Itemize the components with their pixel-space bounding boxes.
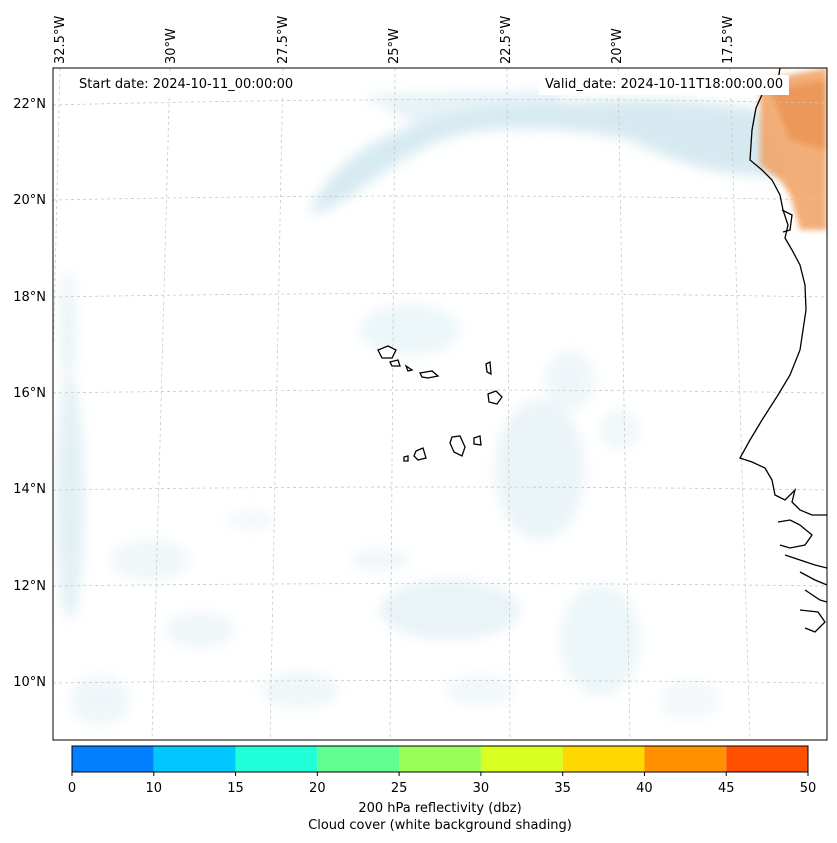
colorbar-tick-label: 35	[554, 781, 571, 796]
gridlines	[53, 68, 827, 740]
lat-label: 18°N	[13, 290, 46, 305]
lon-label: 32.5°W	[53, 15, 68, 64]
colorbar-segment	[153, 746, 236, 772]
colorbar-sublabel: Cloud cover (white background shading)	[308, 818, 572, 833]
colorbar-tick-label: 45	[717, 781, 735, 796]
valid-date-label: Valid_date: 2024-10-11T18:00:00.00	[539, 75, 790, 95]
lon-label: 22.5°W	[499, 15, 514, 64]
lon-label: 25°W	[387, 28, 402, 64]
colorbar-label: 200 hPa reflectivity (dbz)	[358, 801, 522, 816]
colorbar	[71, 745, 809, 776]
reflectivity-region	[760, 68, 827, 230]
start-date-label: Start date: 2024-10-11_00:00:00	[73, 75, 300, 95]
lat-label: 16°N	[13, 386, 46, 401]
colorbar-segment	[235, 746, 318, 772]
cape-verde-islands	[377, 345, 503, 462]
colorbar-segment	[480, 746, 563, 772]
lon-label: 30°W	[164, 28, 179, 64]
colorbar-segment	[399, 746, 481, 772]
lat-label: 14°N	[13, 482, 46, 497]
colorbar-tick-label: 0	[67, 781, 77, 796]
map-frame	[52, 67, 828, 741]
cloud-cover-shading	[56, 90, 790, 725]
lon-label: 17.5°W	[721, 15, 736, 64]
colorbar-segment	[562, 746, 645, 772]
colorbar-segment	[644, 746, 727, 772]
colorbar-segment	[726, 746, 808, 772]
colorbar-tick-label: 50	[799, 781, 817, 796]
colorbar-outline	[71, 745, 809, 773]
lat-label: 20°N	[13, 193, 46, 208]
colorbar-tick-label: 25	[390, 781, 408, 796]
colorbar-tick-label: 10	[145, 781, 163, 796]
colorbar-tick-label: 30	[472, 781, 490, 796]
coastline	[739, 68, 827, 633]
colorbar-tick-label: 15	[227, 781, 244, 796]
lat-label: 22°N	[13, 97, 46, 112]
colorbar-segment	[317, 746, 400, 772]
lat-label: 12°N	[13, 579, 46, 594]
lon-label: 20°W	[610, 28, 625, 64]
colorbar-tick-label: 40	[636, 781, 653, 796]
colorbar-segment	[72, 746, 154, 772]
colorbar-tick-label: 20	[309, 781, 326, 796]
lon-label: 27.5°W	[276, 15, 291, 64]
lat-label: 10°N	[13, 675, 46, 690]
